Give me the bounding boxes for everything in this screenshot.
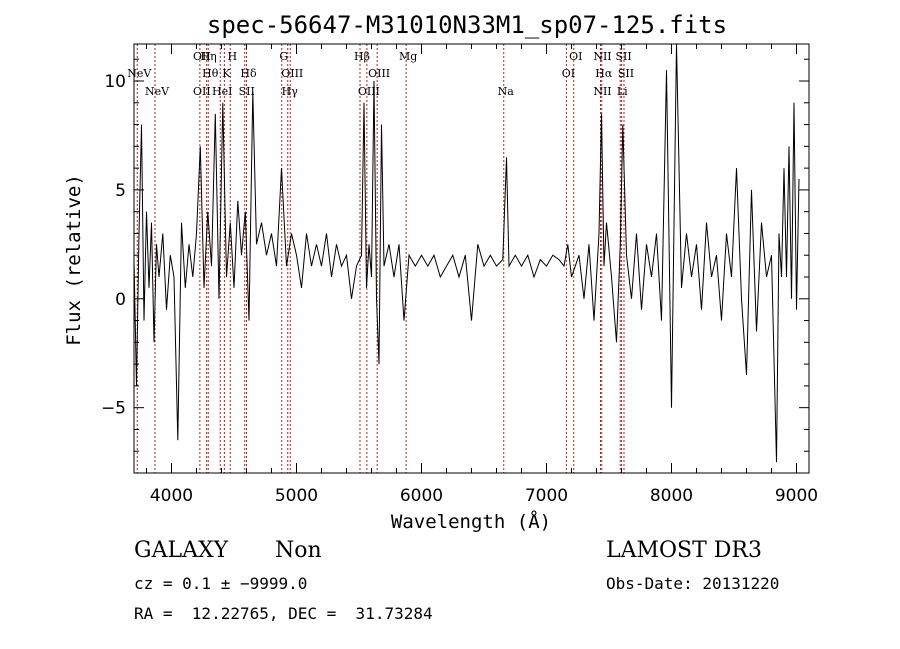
y-axis-label: Flux (relative) bbox=[63, 174, 85, 346]
emission-line-label: OIII bbox=[368, 67, 390, 80]
emission-line-label: NII bbox=[593, 85, 611, 98]
emission-line-label: Li bbox=[617, 85, 628, 98]
emission-line-label: Mg bbox=[399, 50, 417, 63]
y-tick-label: −5 bbox=[101, 399, 126, 419]
emission-line-label: Hθ bbox=[202, 67, 219, 80]
emission-line-label: Hγ bbox=[282, 85, 299, 98]
emission-line-markers bbox=[136, 44, 625, 473]
y-axis: −5 0 5 10 bbox=[101, 58, 809, 452]
y-tick-label: 0 bbox=[115, 290, 126, 310]
emission-line-label: OII bbox=[193, 85, 211, 98]
emission-line-label: Hδ bbox=[240, 67, 257, 80]
emission-line-labels: NeVNeVOIIOIIHηHθHeIKHSIIHδGOIIIHγHβOIIIO… bbox=[127, 50, 634, 98]
emission-line-label: OI bbox=[569, 50, 582, 63]
x-tick-label: 6000 bbox=[400, 486, 443, 506]
emission-line-label: Hη bbox=[201, 50, 217, 63]
chart-title: spec-56647-M31010N33M1_sp07-125.fits bbox=[207, 11, 727, 39]
y-tick-label: 10 bbox=[104, 72, 126, 92]
emission-line-label: Hβ bbox=[354, 50, 370, 63]
emission-line-label: NII bbox=[593, 50, 611, 63]
emission-line-label: OII bbox=[193, 50, 211, 63]
object-class: GALAXY bbox=[134, 538, 229, 563]
x-axis-label: Wavelength (Å) bbox=[391, 510, 551, 533]
x-tick-label: 7000 bbox=[525, 486, 568, 506]
emission-line-label: Hα bbox=[595, 67, 613, 80]
emission-line-label: SII bbox=[239, 85, 255, 98]
emission-line-label: H bbox=[227, 50, 237, 63]
survey-name: LAMOST DR3 bbox=[606, 538, 762, 563]
emission-line-label: OI bbox=[562, 67, 575, 80]
y-tick-label: 5 bbox=[115, 181, 126, 201]
emission-line-label: NeV bbox=[145, 85, 170, 98]
emission-line-label: SII bbox=[616, 50, 632, 63]
spectrum-series-line bbox=[133, 43, 800, 463]
coordinates: RA = 12.22765, DEC = 31.73284 bbox=[134, 604, 433, 623]
x-axis: 4000 5000 6000 7000 8000 9000 bbox=[146, 44, 818, 506]
emission-line-label: Na bbox=[498, 85, 515, 98]
x-tick-label: 4000 bbox=[150, 486, 193, 506]
x-tick-label: 8000 bbox=[650, 486, 693, 506]
emission-line-label: HeI bbox=[212, 85, 232, 98]
emission-line-label: OIII bbox=[358, 85, 380, 98]
emission-line-label: OIII bbox=[281, 67, 303, 80]
emission-line-label: SII bbox=[618, 67, 634, 80]
emission-line-label: NeV bbox=[127, 67, 152, 80]
emission-line-label: G bbox=[279, 50, 288, 63]
emission-line-label: K bbox=[222, 67, 231, 80]
x-tick-label: 5000 bbox=[275, 486, 318, 506]
object-subclass: Non bbox=[275, 538, 322, 563]
x-tick-label: 9000 bbox=[775, 486, 818, 506]
observation-date: Obs-Date: 20131220 bbox=[606, 574, 780, 593]
redshift-line: cz = 0.1 ± −9999.0 bbox=[134, 574, 308, 593]
